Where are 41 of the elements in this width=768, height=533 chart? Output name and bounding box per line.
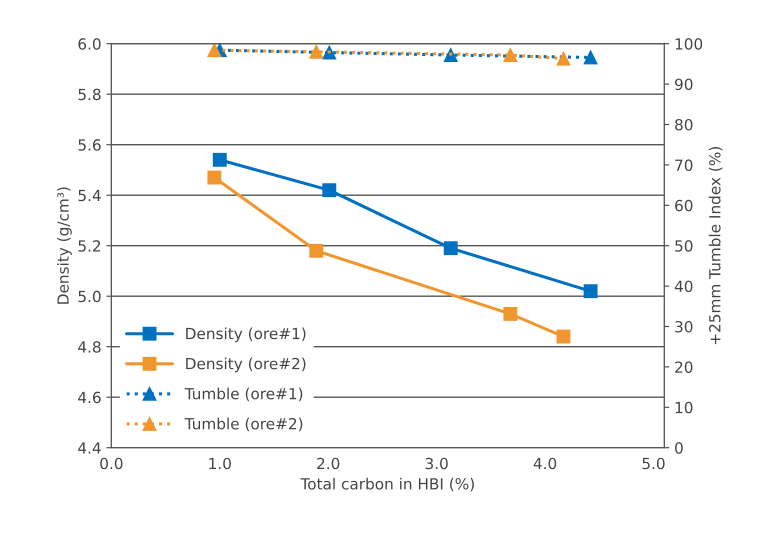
y-tick-label: 5.2 bbox=[78, 240, 100, 252]
point bbox=[503, 306, 518, 321]
y-tick-label: 6.0 bbox=[78, 38, 101, 50]
y-tick-label: 4.4 bbox=[78, 442, 101, 454]
x-tick-label: 1.0 bbox=[209, 458, 231, 470]
y-tick-label: 4.6 bbox=[78, 392, 101, 404]
legend-label: Tumble (ore#1) bbox=[184, 388, 302, 402]
point bbox=[444, 241, 458, 256]
y-tick-label: 5.6 bbox=[78, 139, 101, 151]
x-tick-label: 0.0 bbox=[100, 458, 122, 470]
y2-tick-label: 50 bbox=[675, 240, 692, 252]
point bbox=[309, 244, 324, 258]
x-tick-label: 3.0 bbox=[426, 458, 448, 470]
y-tick-label: 5.4 bbox=[78, 190, 101, 202]
y-tick-label: 4.8 bbox=[78, 341, 101, 353]
y2-tick-label: 30 bbox=[675, 320, 692, 333]
y2-tick-label: 80 bbox=[675, 118, 692, 131]
point bbox=[556, 330, 570, 344]
y2-tick-label: 60 bbox=[675, 200, 692, 212]
legend-label: Density (ore#1) bbox=[186, 327, 306, 342]
y2-tick-label: 40 bbox=[674, 280, 692, 292]
y-tick-label: 5.8 bbox=[78, 88, 101, 100]
y-axis-title: Density (g/cm³) bbox=[57, 187, 72, 304]
y2-tick-label: 20 bbox=[675, 361, 692, 373]
y2-tick-label: 0 bbox=[675, 442, 683, 454]
legend-label: Density (ore#2) bbox=[186, 358, 306, 372]
x-axis-title: Total carbon in HBI (%) bbox=[300, 478, 474, 492]
y2-tick-label: 100 bbox=[676, 38, 702, 50]
x-tick-label: 5.0 bbox=[642, 458, 665, 470]
point bbox=[322, 183, 336, 198]
legend-label: Tumble (ore#2) bbox=[184, 418, 302, 432]
y2-axis-title: +25mm Tumble Index (%) bbox=[708, 147, 722, 344]
y-tick-label: 5.0 bbox=[78, 290, 101, 302]
y2-tick-label: 10 bbox=[676, 402, 692, 414]
x-tick-label: 2.0 bbox=[317, 458, 340, 470]
y2-tick-label: 90 bbox=[675, 78, 692, 90]
point bbox=[212, 152, 227, 167]
y2-tick-label: 70 bbox=[675, 159, 692, 171]
point bbox=[207, 170, 222, 184]
point bbox=[584, 284, 598, 298]
x-tick-label: 4.0 bbox=[534, 458, 556, 470]
